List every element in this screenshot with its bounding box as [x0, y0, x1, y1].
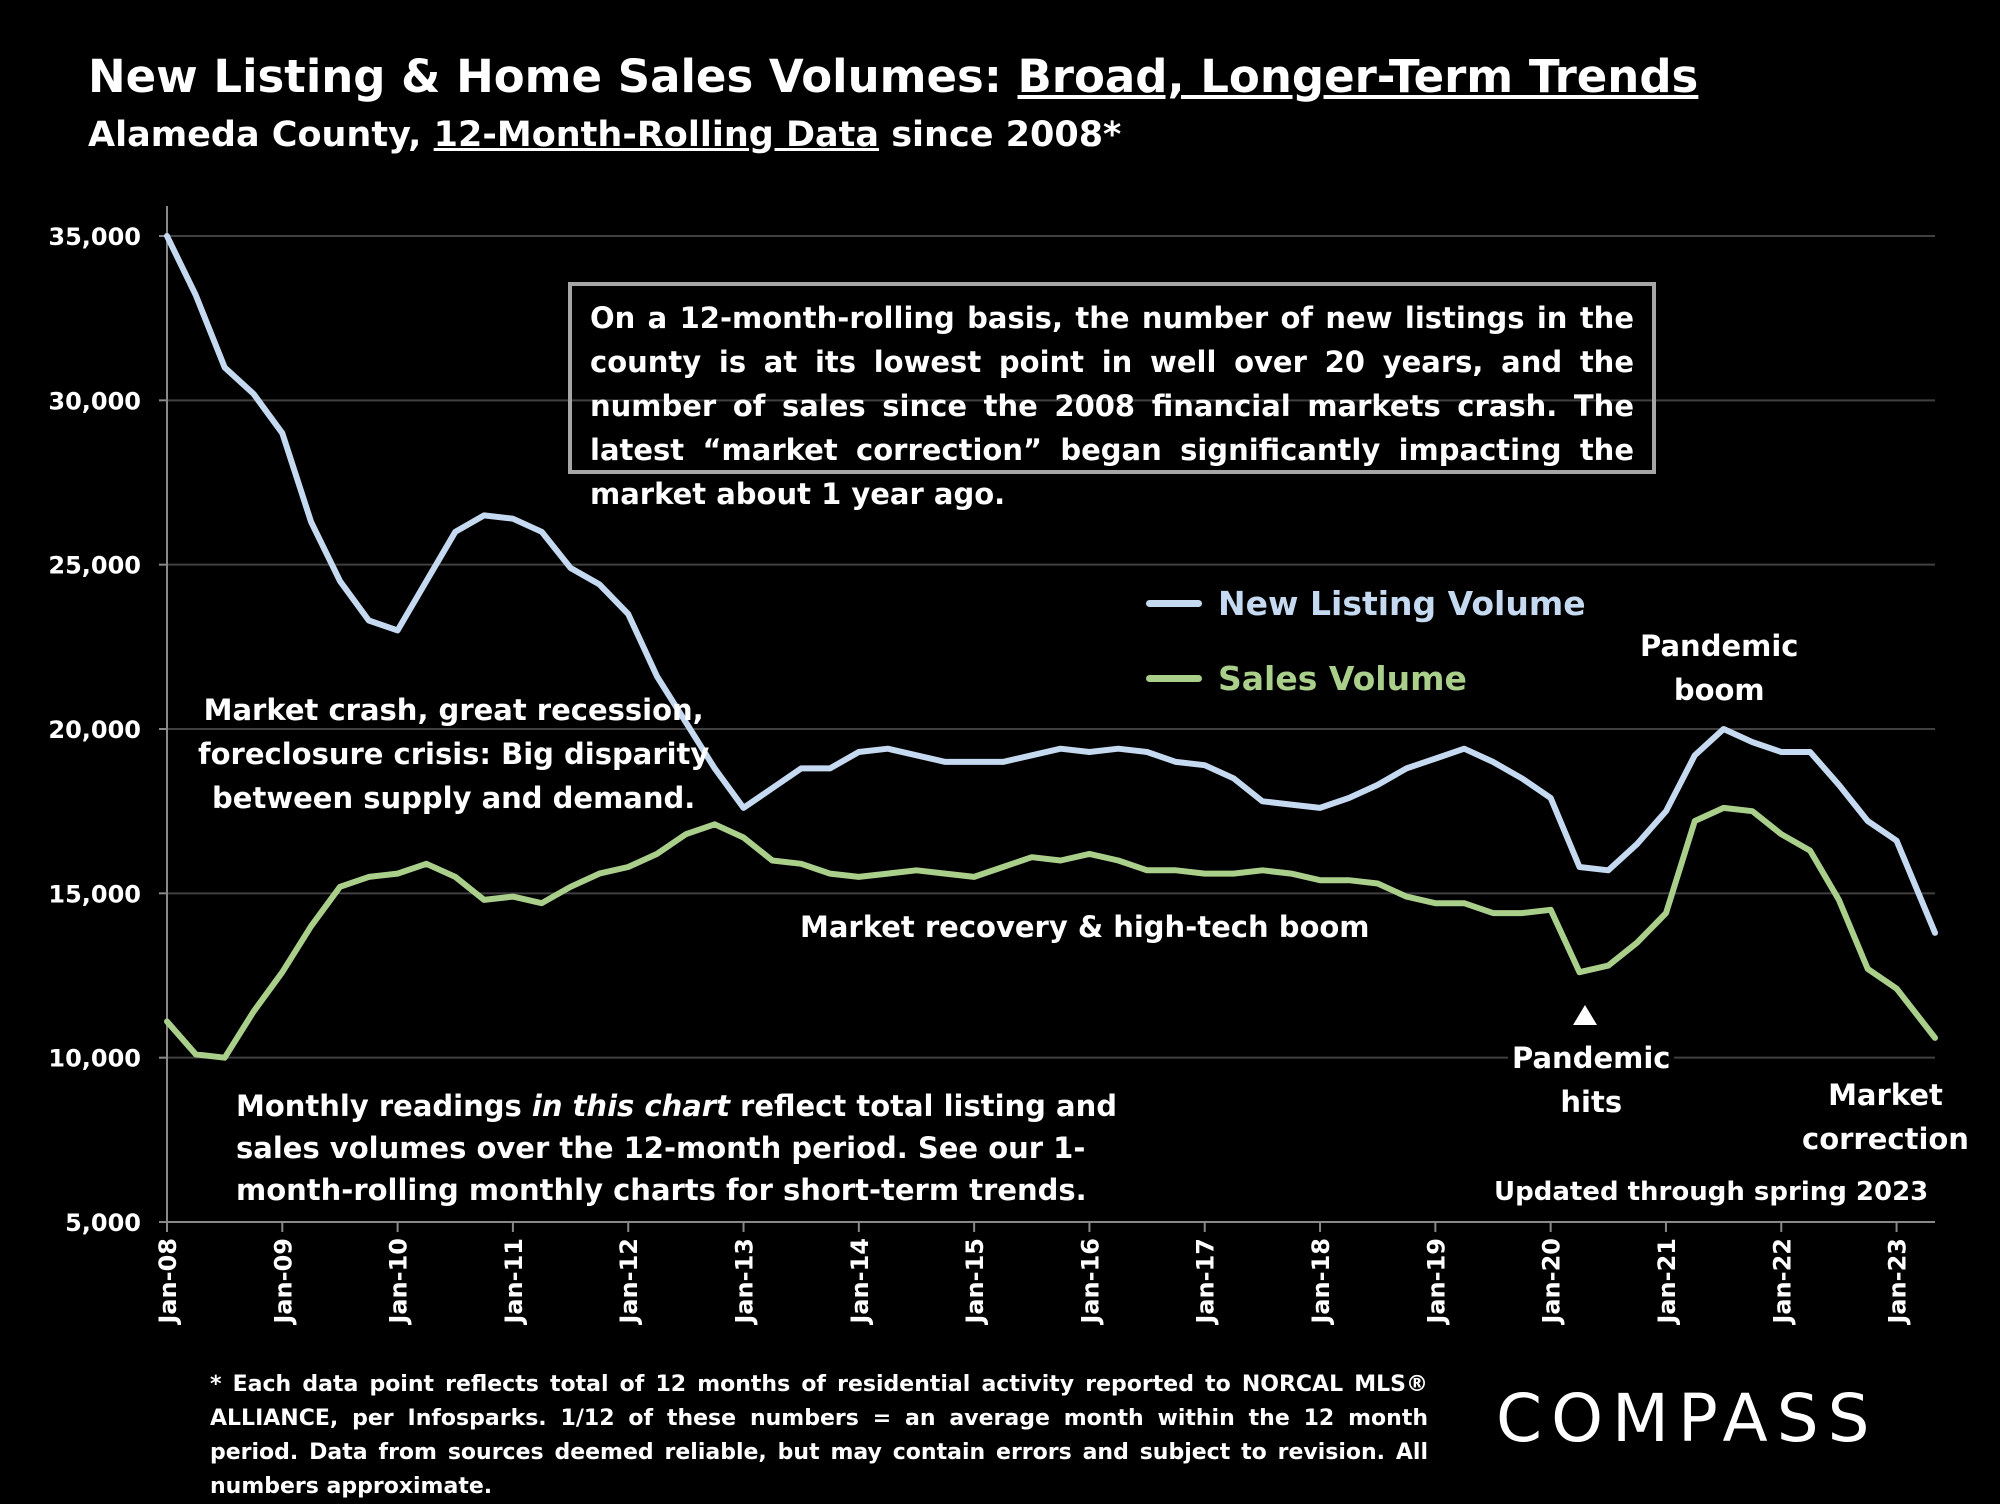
x-tick-label: Jan-13 [731, 1238, 759, 1326]
monthly-line-2: sales volumes over the 12-month period. … [236, 1131, 1086, 1165]
x-tick-label: Jan-09 [269, 1238, 297, 1326]
y-tick-label: 25,000 [48, 552, 141, 580]
pandemic-hits-line-2: hits [1560, 1085, 1623, 1119]
x-tick-label: Jan-22 [1768, 1238, 1796, 1326]
annotation-market-recovery: Market recovery & high-tech boom [800, 910, 1370, 944]
x-tick-label: Jan-18 [1307, 1238, 1335, 1326]
callout-box: On a 12-month-rolling basis, the number … [568, 282, 1656, 511]
y-tick-label: 10,000 [48, 1045, 141, 1073]
compass-logo: COMPASS [1496, 1380, 1879, 1457]
x-tick-label: Jan-11 [500, 1238, 528, 1326]
annotation-market-correction: Market correction [1802, 1073, 1969, 1161]
x-tick-label: Jan-20 [1538, 1238, 1566, 1326]
y-tick-label: 20,000 [48, 716, 141, 744]
page-subtitle: Alameda County, 12-Month-Rolling Data si… [88, 115, 1121, 155]
legend-swatch-sales [1146, 675, 1202, 682]
annotation-pandemic-boom: Pandemic boom [1640, 624, 1798, 712]
subtitle-underlined: 12-Month-Rolling Data [433, 115, 880, 155]
monthly-line-3: month-rolling monthly charts for short-t… [236, 1173, 1087, 1207]
crash-line-1: Market crash, great recession, [203, 693, 704, 727]
gridlines [167, 235, 1935, 1059]
market-correction-line-1: Market [1828, 1078, 1943, 1112]
annotation-updated: Updated through spring 2023 [1494, 1177, 1929, 1207]
subtitle-suffix: since 2008* [879, 115, 1122, 155]
sales-volume-line [164, 804, 1938, 1061]
x-tick-label: Jan-10 [385, 1238, 413, 1326]
pandemic-boom-line-2: boom [1673, 673, 1765, 707]
monthly-line-1a: Monthly readings [236, 1089, 532, 1123]
x-tick-label: Jan-15 [961, 1238, 989, 1326]
crash-line-3: between supply and demand. [212, 781, 696, 815]
x-tick-label: Jan-12 [615, 1238, 643, 1326]
footnote: * Each data point reflects total of 12 m… [210, 1372, 1428, 1499]
x-tick-label: Jan-23 [1884, 1238, 1912, 1326]
annotation-market-crash: Market crash, great recession, foreclosu… [198, 688, 709, 820]
x-tick-label: Jan-19 [1422, 1238, 1450, 1326]
monthly-line-1c: reflect total listing and [729, 1089, 1118, 1123]
pandemic-hits-line-1: Pandemic [1512, 1041, 1671, 1075]
monthly-line-1: Monthly readings in this chart reflect t… [236, 1085, 1117, 1127]
market-correction-line-2: correction [1802, 1122, 1969, 1156]
x-tick-label: Jan-14 [846, 1238, 874, 1326]
new-listing-volume-line [164, 233, 1938, 936]
pandemic-boom-line-1: Pandemic [1640, 629, 1799, 663]
subtitle-prefix: Alameda County, [88, 115, 434, 155]
y-tick-label: 5,000 [65, 1209, 141, 1237]
legend-label-new-listing: New Listing Volume [1218, 584, 1586, 623]
series-lines [164, 233, 1938, 1061]
x-tick-label: Jan-16 [1076, 1238, 1104, 1326]
monthly-line-1b: in this chart [531, 1089, 730, 1123]
title-underlined: Broad, Longer-Term Trends [1017, 50, 1699, 103]
y-tick-label: 35,000 [48, 223, 141, 251]
title-prefix: New Listing & Home Sales Volumes: [88, 50, 1018, 103]
annotation-monthly-readings: Monthly readings in this chart reflect t… [236, 1085, 1117, 1211]
y-tick-label: 15,000 [48, 880, 141, 908]
legend-swatch-new-listing [1146, 600, 1202, 607]
legend-label-sales: Sales Volume [1218, 659, 1467, 698]
annotation-pandemic-hits: Pandemic hits [1508, 1036, 1675, 1124]
page-title: New Listing & Home Sales Volumes: Broad,… [88, 50, 1698, 103]
x-tick-label: Jan-08 [154, 1238, 182, 1326]
y-tick-label: 30,000 [48, 387, 141, 415]
legend-item-new-listing: New Listing Volume [1146, 584, 1586, 623]
pandemic-hits-marker [1573, 1005, 1597, 1025]
legend-item-sales: Sales Volume [1146, 659, 1467, 698]
x-tick-label: Jan-21 [1653, 1238, 1681, 1326]
x-tick-label: Jan-17 [1192, 1238, 1220, 1326]
axes: 5,000 10,000 15,000 20,000 25,000 30,000 35,00… [48, 206, 1935, 1326]
crash-line-2: foreclosure crisis: Big disparity [198, 737, 710, 771]
